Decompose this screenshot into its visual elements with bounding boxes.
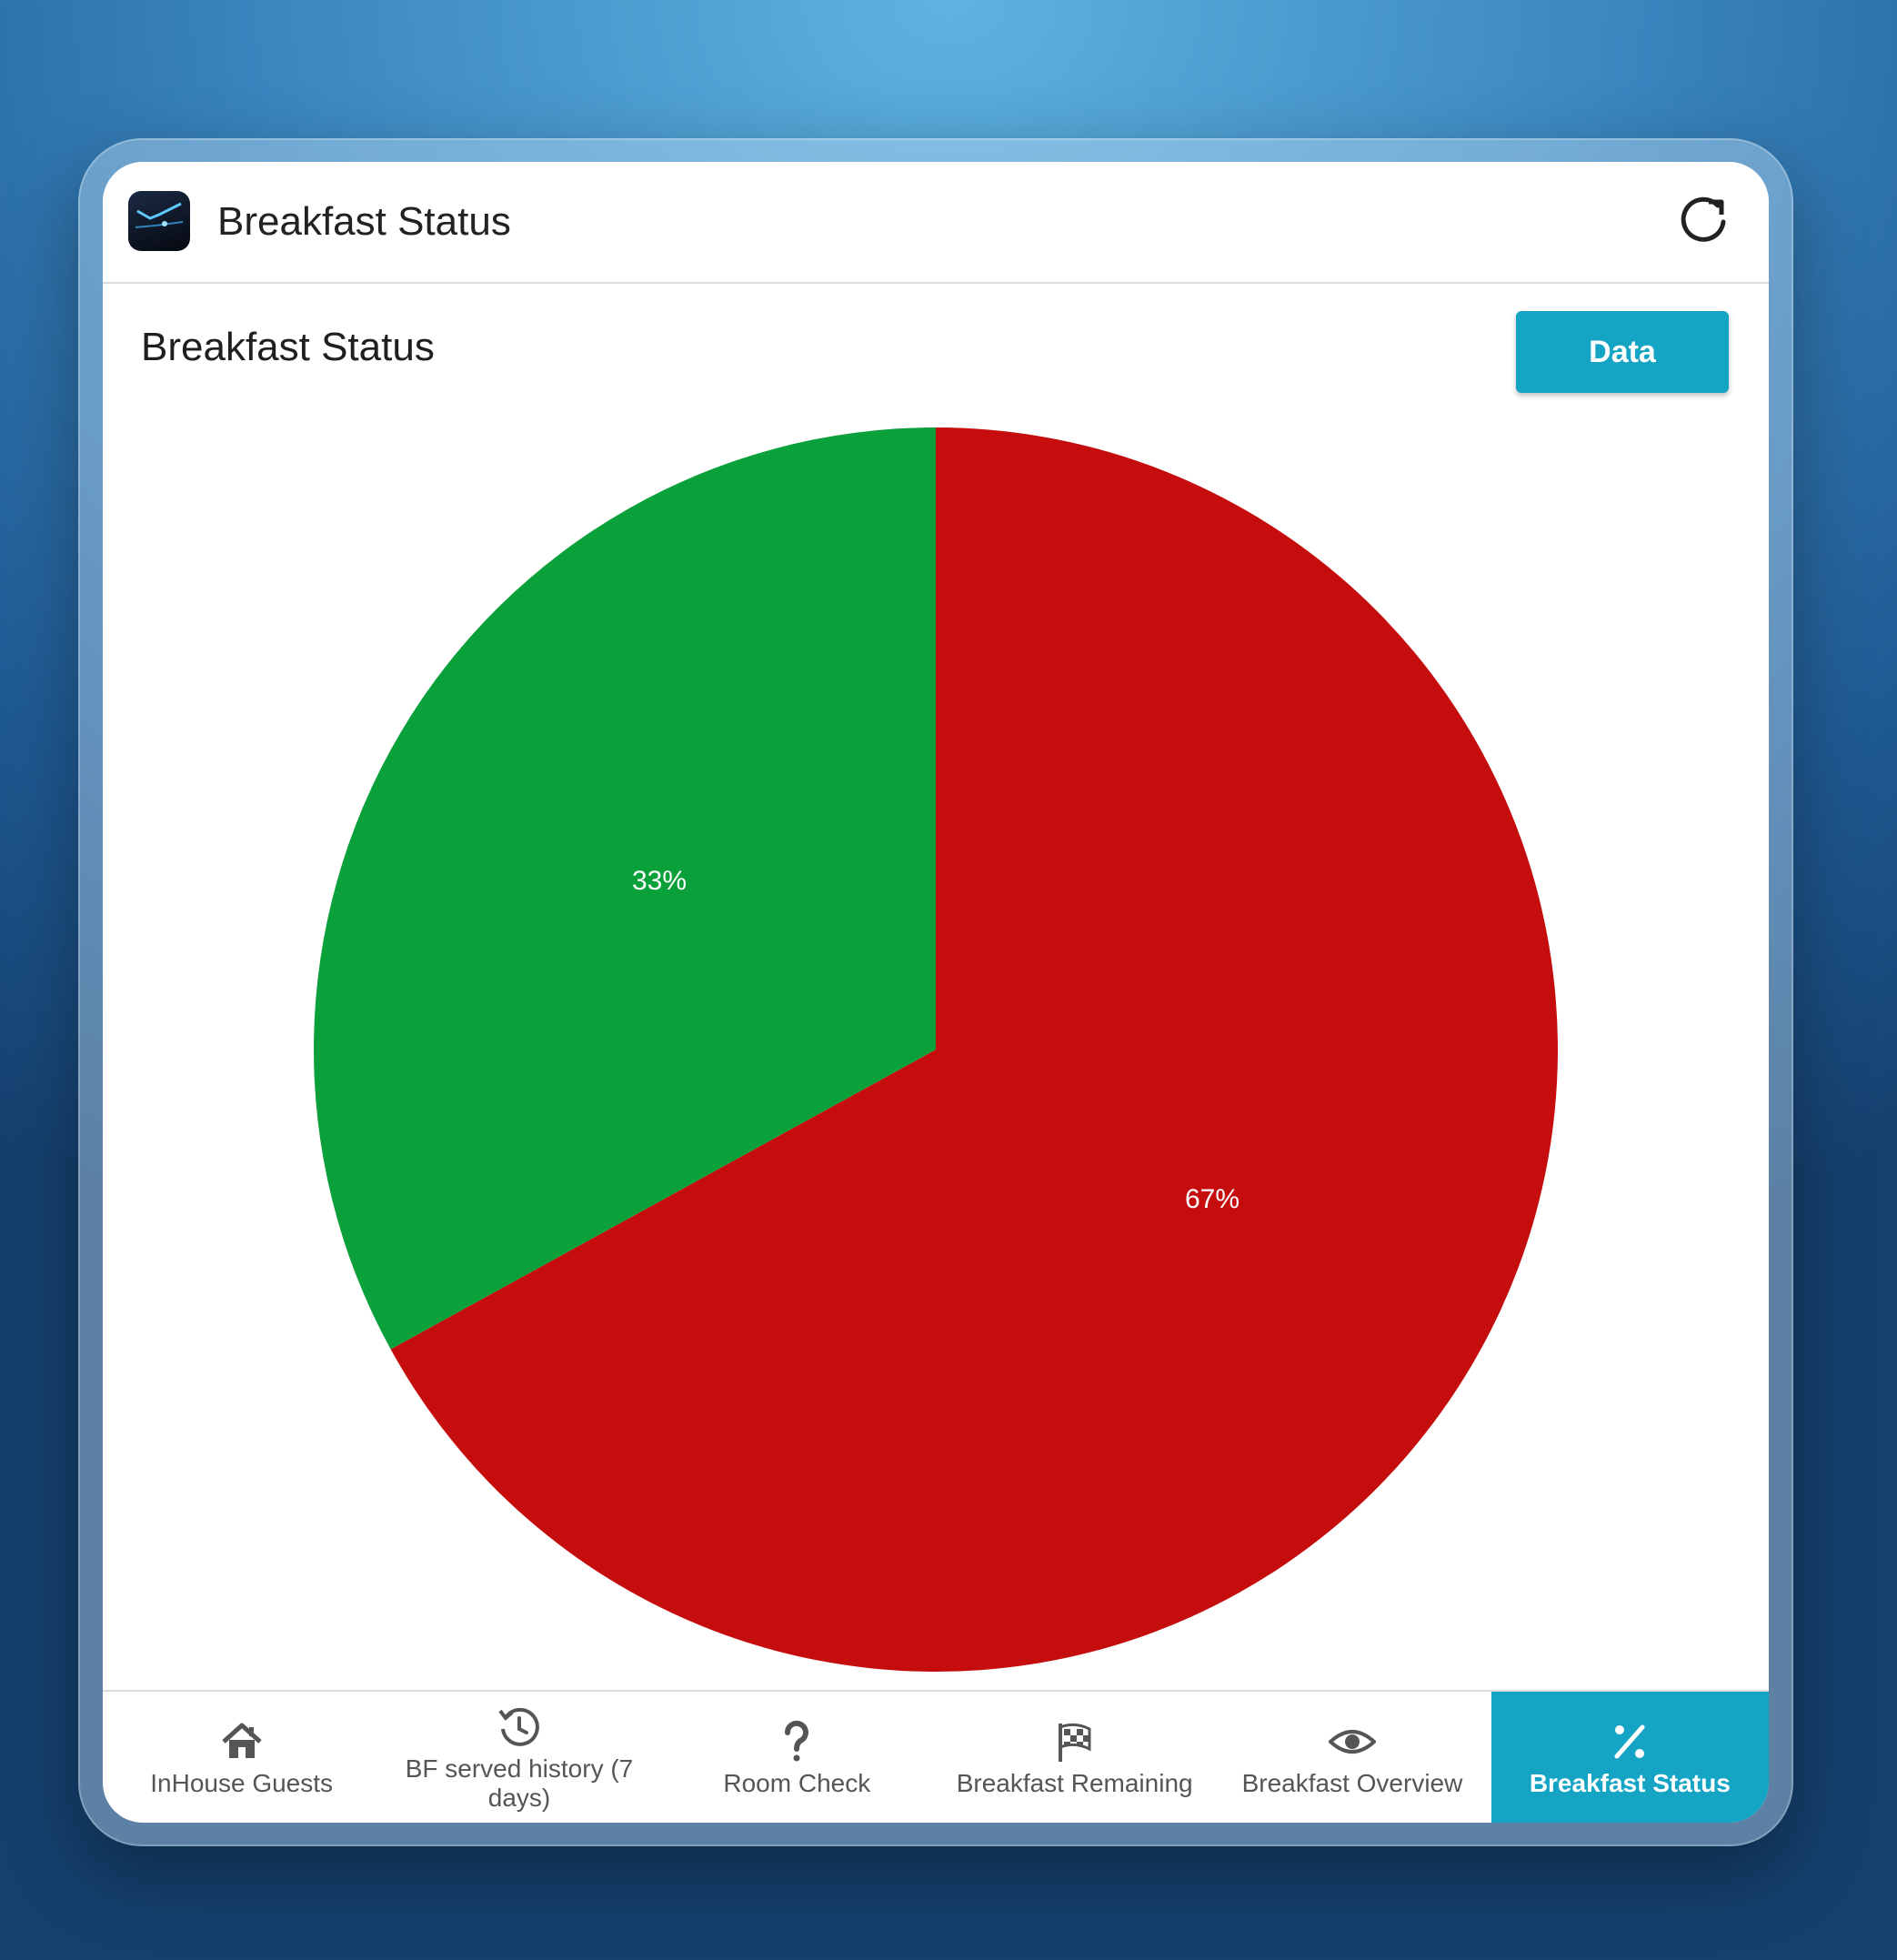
- pie-slice-33: [314, 427, 937, 1350]
- nav-label: Room Check: [723, 1769, 871, 1797]
- nav-label: InHouse Guests: [150, 1769, 334, 1797]
- nav-label: Breakfast Remaining: [956, 1769, 1193, 1797]
- percent-icon: [1614, 1724, 1645, 1759]
- nav-item-room-check[interactable]: Room Check: [658, 1692, 936, 1823]
- checkered-flag-icon: [1058, 1723, 1091, 1762]
- app-window: Breakfast Status Breakfast Status Data 3…: [103, 162, 1769, 1823]
- breakfast-status-pie-chart: 33% 67%: [314, 427, 1559, 1673]
- question-icon: [785, 1720, 809, 1762]
- nav-label: Breakfast Overview: [1241, 1769, 1463, 1797]
- home-icon: [221, 1723, 262, 1758]
- app-title: Breakfast Status: [217, 199, 511, 244]
- pie-slice-67: [390, 427, 1559, 1673]
- section-title: Breakfast Status: [141, 325, 435, 369]
- app-bar: Breakfast Status: [103, 162, 1769, 284]
- nav-item-breakfast-status[interactable]: Breakfast Status: [1490, 1692, 1769, 1823]
- nav-label: Breakfast Status: [1529, 1769, 1731, 1797]
- eye-icon: [1328, 1730, 1376, 1754]
- nav-item-bf-served-history[interactable]: BF served history (7 days): [380, 1692, 657, 1823]
- nav-item-inhouse-guests[interactable]: InHouse Guests: [103, 1692, 380, 1823]
- nav-item-breakfast-overview[interactable]: Breakfast Overview: [1213, 1692, 1490, 1823]
- pie-slice-label: 67%: [1185, 1184, 1240, 1214]
- nav-label: BF served history (7 days): [405, 1754, 634, 1812]
- refresh-icon[interactable]: [1676, 193, 1732, 249]
- nav-item-breakfast-remaining[interactable]: Breakfast Remaining: [936, 1692, 1213, 1823]
- data-button[interactable]: Data: [1516, 311, 1729, 393]
- app-logo-icon: [128, 191, 190, 251]
- bottom-navigation: InHouse Guests BF served history (7 days…: [103, 1690, 1769, 1823]
- pie-slice-label: 33%: [632, 866, 687, 896]
- history-icon: [498, 1707, 539, 1746]
